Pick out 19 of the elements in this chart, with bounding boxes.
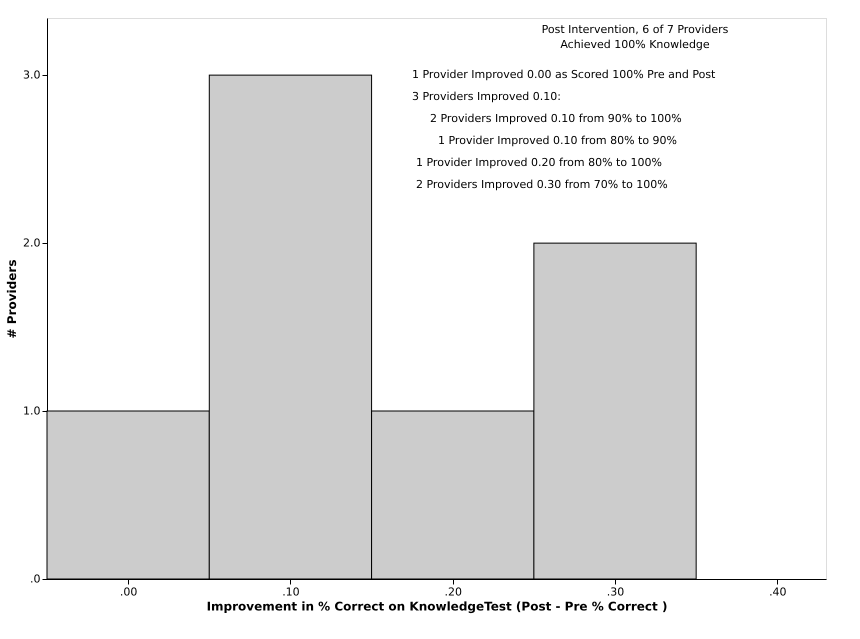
y-axis-title: # Providers xyxy=(5,260,20,338)
y-tick-label: 1.0 xyxy=(23,404,40,418)
y-tick-label: 2.0 xyxy=(23,236,40,250)
annotation: 1 Provider Improved 0.20 from 80% to 100% xyxy=(416,156,662,169)
annotation: Achieved 100% Knowledge xyxy=(560,38,710,51)
x-tick-label: .40 xyxy=(769,586,787,598)
x-axis-title: Improvement in % Correct on KnowledgeTest (Post - Pre % Correct ) xyxy=(206,600,668,614)
x-tick-label: .00 xyxy=(120,586,138,598)
annotation: 2 Providers Improved 0.30 from 70% to 100% xyxy=(416,178,668,191)
y-tick-label: 3.0 xyxy=(23,68,40,82)
x-tick-label: .10 xyxy=(282,586,300,598)
y-tick-label: .0 xyxy=(30,572,40,586)
annotation: 1 Provider Improved 0.00 as Scored 100% Pre and Post xyxy=(412,68,716,81)
annotation: 2 Providers Improved 0.10 from 90% to 100% xyxy=(430,112,682,125)
annotation: 3 Providers Improved 0.10: xyxy=(412,90,561,103)
annotation: 1 Provider Improved 0.10 from 80% to 90% xyxy=(438,134,678,147)
x-tick-label: .30 xyxy=(606,586,624,598)
x-tick-label: .20 xyxy=(444,586,462,598)
annotation: Post Intervention, 6 of 7 Providers xyxy=(542,23,729,36)
